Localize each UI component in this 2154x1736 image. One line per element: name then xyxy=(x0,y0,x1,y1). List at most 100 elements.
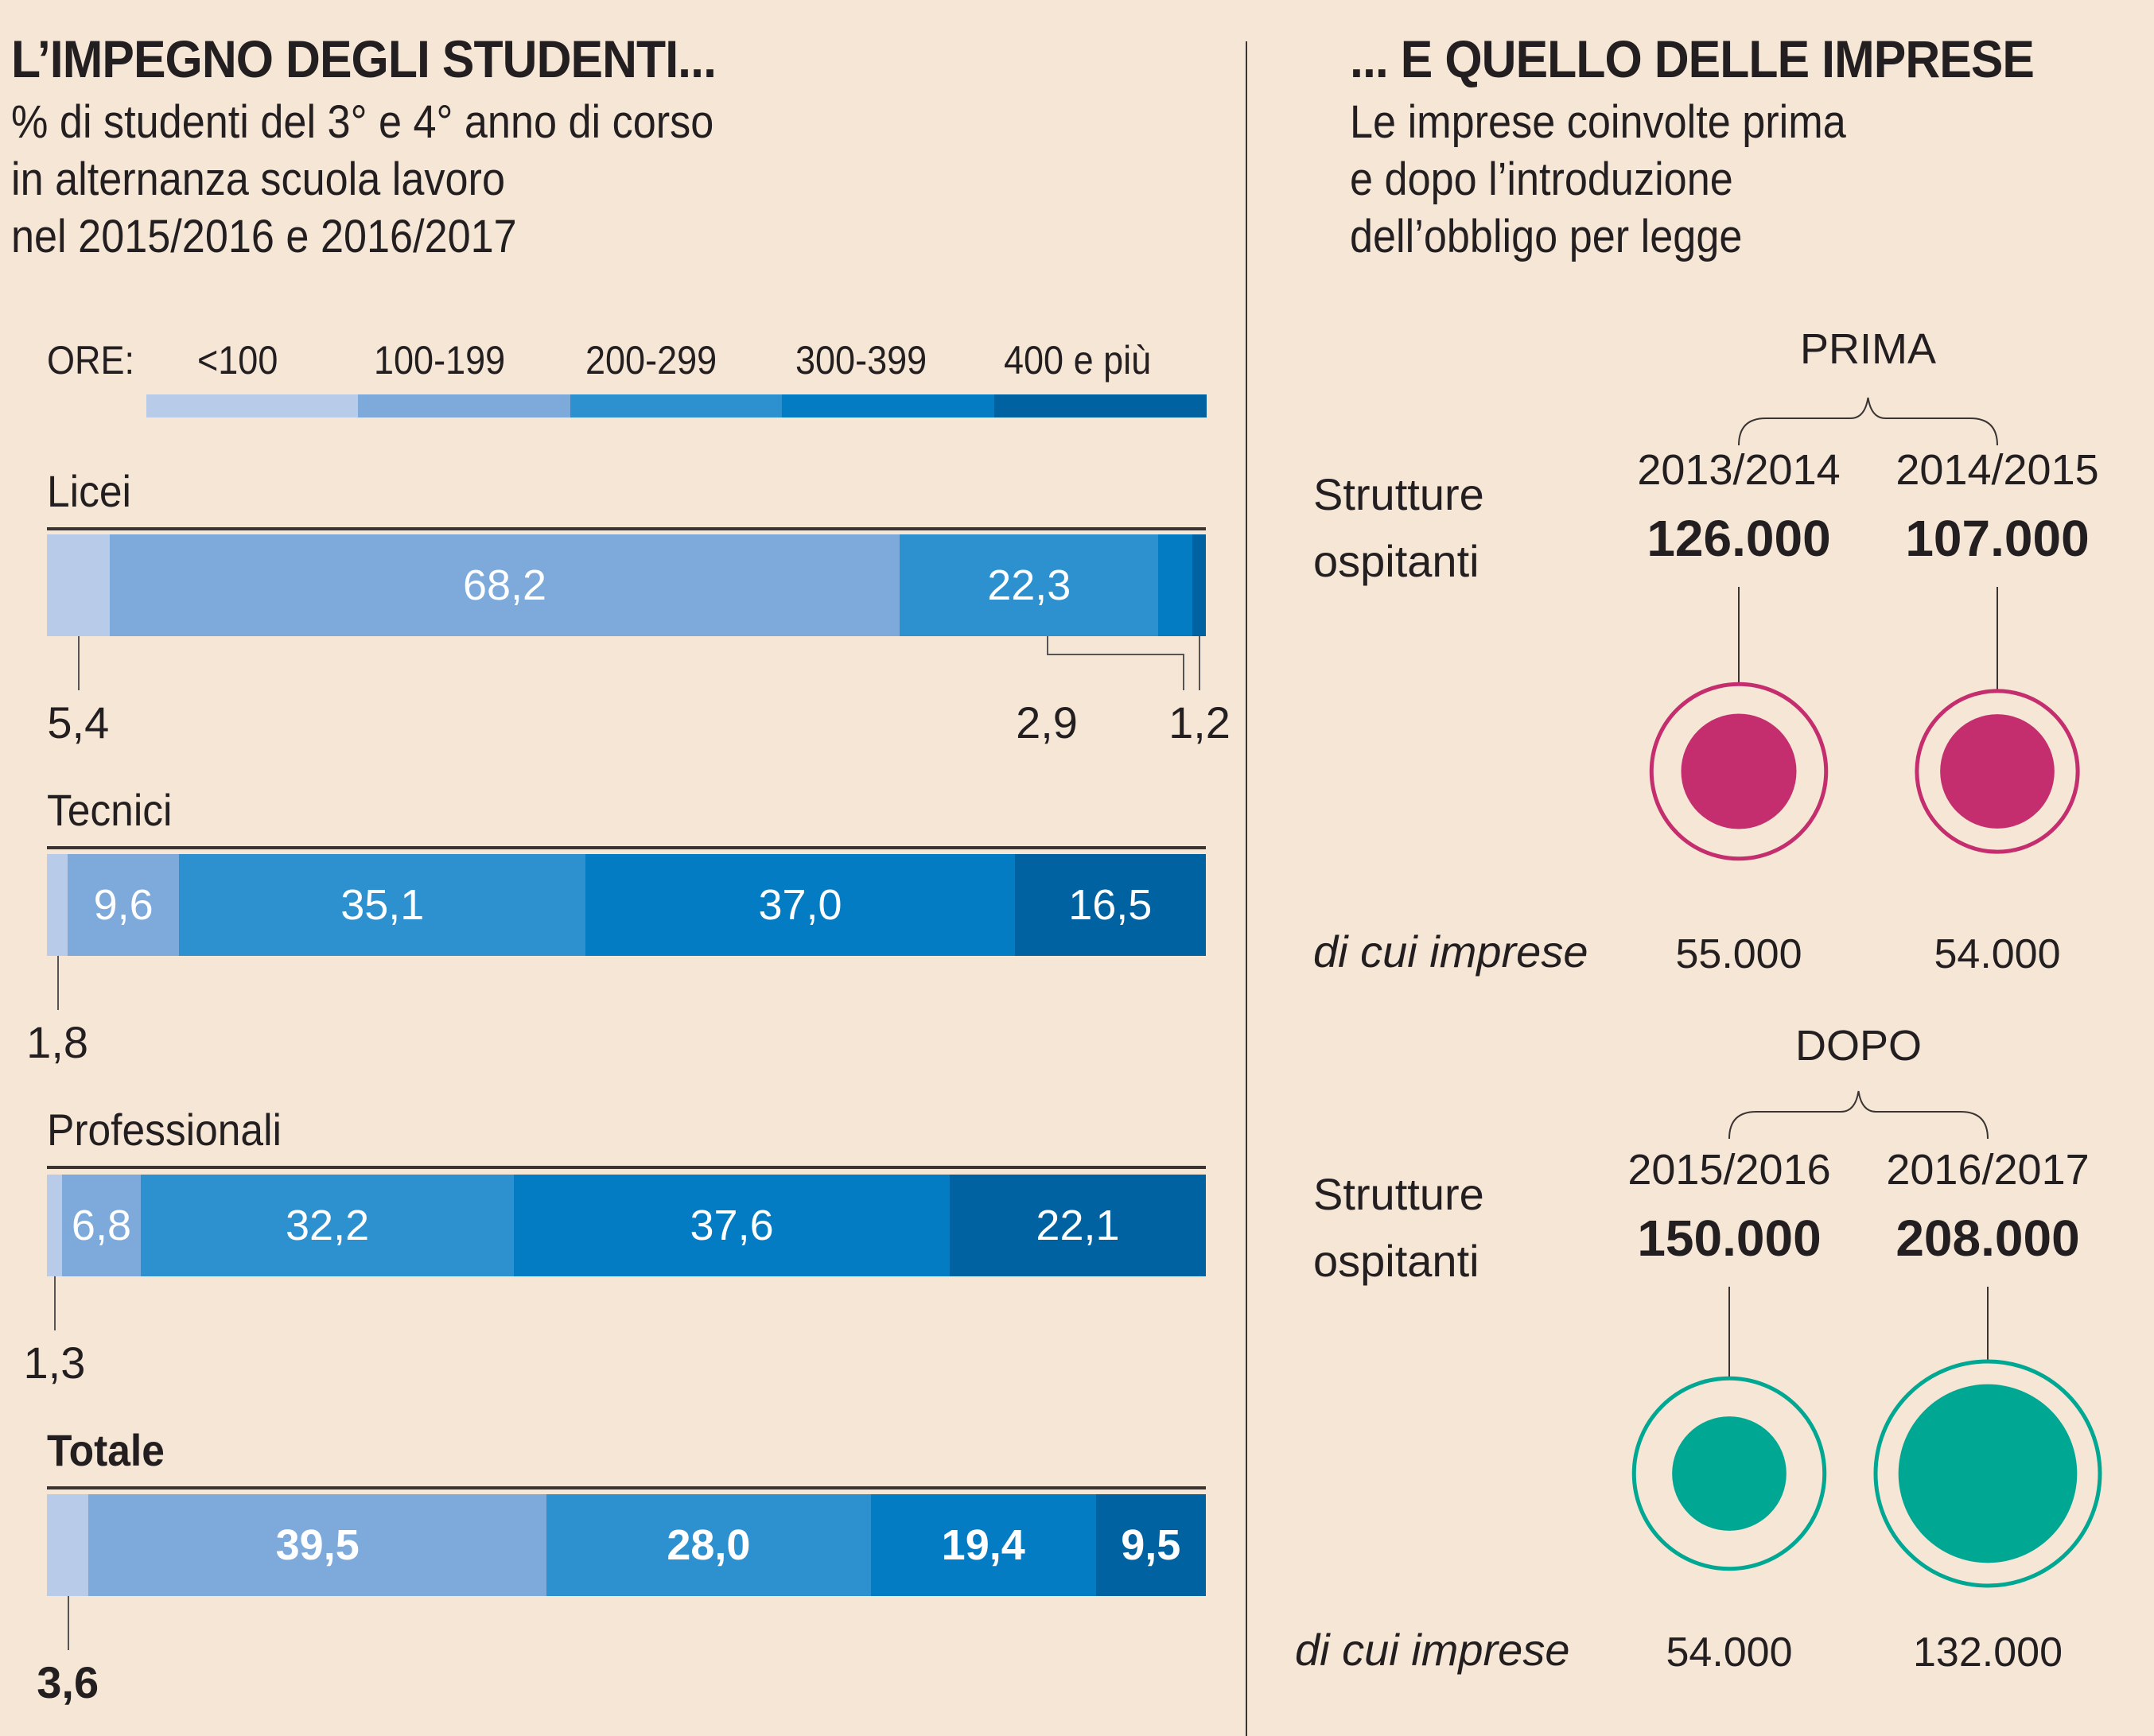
category-rule xyxy=(47,527,1206,530)
category-label: Tecnici xyxy=(47,785,173,835)
bar-segment: 39,5 xyxy=(88,1494,546,1596)
right-title: ... E QUELLO DELLE IMPRESE xyxy=(1350,29,2035,88)
row-label-line: ospitanti xyxy=(1313,1236,1479,1286)
leader-line xyxy=(1199,636,1201,690)
sub-label: di cui imprese xyxy=(1313,926,1588,977)
category-label: Licei xyxy=(47,466,131,516)
left-subtitle-line: nel 2015/2016 e 2016/2017 xyxy=(11,211,517,262)
bar-segment: 16,5 xyxy=(1014,854,1206,956)
category-rule xyxy=(47,1486,1206,1489)
legend-title: ORE: xyxy=(47,338,135,383)
row-label-line: Strutture xyxy=(1313,469,1484,519)
bar-value-label: 1,2 xyxy=(1168,697,1231,748)
legend-swatch xyxy=(993,394,1207,417)
bar-segment xyxy=(1192,534,1206,636)
panel-divider xyxy=(1246,41,1247,1736)
imprese-value: 132.000 xyxy=(1913,1629,2063,1676)
bar-value-label: 3,6 xyxy=(37,1657,99,1707)
imprese-value: 55.000 xyxy=(1675,931,1802,977)
bar-value-label: 1,8 xyxy=(26,1017,89,1067)
bar-segment: 28,0 xyxy=(546,1494,871,1596)
outer-bubble xyxy=(1631,1376,1827,1571)
bar-segment: 35,1 xyxy=(179,854,586,956)
legend-label: 300-399 xyxy=(795,338,927,383)
category-label: Totale xyxy=(47,1425,165,1475)
outer-bubble xyxy=(1915,689,2080,854)
left-subtitle: % di studenti del 3° e 4° anno di corso … xyxy=(11,94,713,266)
bar-segment xyxy=(47,1494,89,1596)
period-year: 2014/2015 xyxy=(1895,446,2099,494)
period-year: 2015/2016 xyxy=(1627,1146,1831,1194)
bar-segment: 6,8 xyxy=(61,1175,141,1276)
legend-label: <100 xyxy=(197,338,278,383)
leader-line xyxy=(57,956,60,1010)
inner-bubble xyxy=(1672,1416,1787,1531)
category-rule xyxy=(47,846,1206,849)
bar-value-label: 5,4 xyxy=(47,697,110,748)
brace-icon xyxy=(1728,1090,1989,1140)
bar-segment xyxy=(1158,534,1192,636)
left-subtitle-line: % di studenti del 3° e 4° anno di corso xyxy=(11,96,714,148)
outer-bubble xyxy=(1649,682,1829,861)
brace-icon xyxy=(1738,397,1998,446)
outer-bubble xyxy=(1873,1359,2102,1588)
bar-segment xyxy=(47,854,68,956)
imprese-value: 54.000 xyxy=(1666,1629,1793,1676)
inner-bubble xyxy=(1898,1384,2078,1563)
imprese-value: 54.000 xyxy=(1934,931,2061,977)
group-label: PRIMA xyxy=(1799,325,1937,373)
row-label: Strutture ospitanti xyxy=(1313,1161,1484,1295)
right-subtitle: Le imprese coinvolte prima e dopo l’intr… xyxy=(1350,94,1846,266)
inner-bubble xyxy=(1681,713,1797,829)
legend-swatch xyxy=(782,394,995,417)
leader-line xyxy=(68,1596,70,1650)
stacked-bar: 9,6 35,1 37,0 16,5 xyxy=(47,854,1206,956)
legend-swatch xyxy=(358,394,571,417)
leader-line xyxy=(78,636,80,690)
strutture-value: 126.000 xyxy=(1647,510,1831,567)
bar-segment: 37,6 xyxy=(514,1175,950,1276)
category-rule xyxy=(47,1166,1206,1169)
strutture-value: 208.000 xyxy=(1895,1210,2080,1267)
bar-value-label: 2,9 xyxy=(1016,697,1078,748)
left-title: L’IMPEGNO DEGLI STUDENTI... xyxy=(11,29,717,88)
bar-segment: 37,0 xyxy=(585,854,1015,956)
stacked-bar: 39,5 28,0 19,4 9,5 xyxy=(47,1494,1206,1596)
inner-bubble xyxy=(1940,714,2055,829)
stacked-bar: 68,2 22,3 xyxy=(47,534,1206,636)
strutture-value: 107.000 xyxy=(1905,510,2090,567)
leader-line xyxy=(54,1276,56,1330)
bar-value-label: 1,3 xyxy=(23,1338,86,1388)
bar-segment xyxy=(47,534,110,636)
strutture-value: 150.000 xyxy=(1637,1210,1822,1267)
legend-swatch xyxy=(146,394,360,417)
group-label: DOPO xyxy=(1794,1022,1923,1070)
bar-segment xyxy=(47,1175,62,1276)
bar-segment: 19,4 xyxy=(870,1494,1096,1596)
right-subtitle-line: dell’obbligo per legge xyxy=(1350,211,1743,262)
leader-line xyxy=(1047,636,1048,654)
row-label-line: Strutture xyxy=(1313,1169,1484,1219)
legend-swatch xyxy=(570,394,783,417)
sub-label: di cui imprese xyxy=(1295,1625,1570,1675)
row-label-line: ospitanti xyxy=(1313,536,1479,586)
leader-line xyxy=(1183,654,1185,690)
legend-label: 200-299 xyxy=(585,338,717,383)
bar-segment: 22,1 xyxy=(949,1175,1206,1276)
bar-segment: 22,3 xyxy=(900,534,1159,636)
bar-segment: 68,2 xyxy=(109,534,900,636)
category-label: Professionali xyxy=(47,1105,282,1155)
left-subtitle-line: in alternanza scuola lavoro xyxy=(11,153,505,205)
period-year: 2016/2017 xyxy=(1886,1146,2090,1194)
legend-label: 400 e più xyxy=(1004,338,1152,383)
bar-segment: 32,2 xyxy=(141,1175,515,1276)
stacked-bar: 6,8 32,2 37,6 22,1 xyxy=(47,1175,1206,1276)
legend-label: 100-199 xyxy=(374,338,506,383)
bar-segment: 9,5 xyxy=(1095,1494,1206,1596)
row-label: Strutture ospitanti xyxy=(1313,461,1484,595)
period-year: 2013/2014 xyxy=(1637,446,1841,494)
right-subtitle-line: Le imprese coinvolte prima xyxy=(1350,96,1846,148)
leader-line xyxy=(1047,654,1184,655)
right-subtitle-line: e dopo l’introduzione xyxy=(1350,153,1733,205)
